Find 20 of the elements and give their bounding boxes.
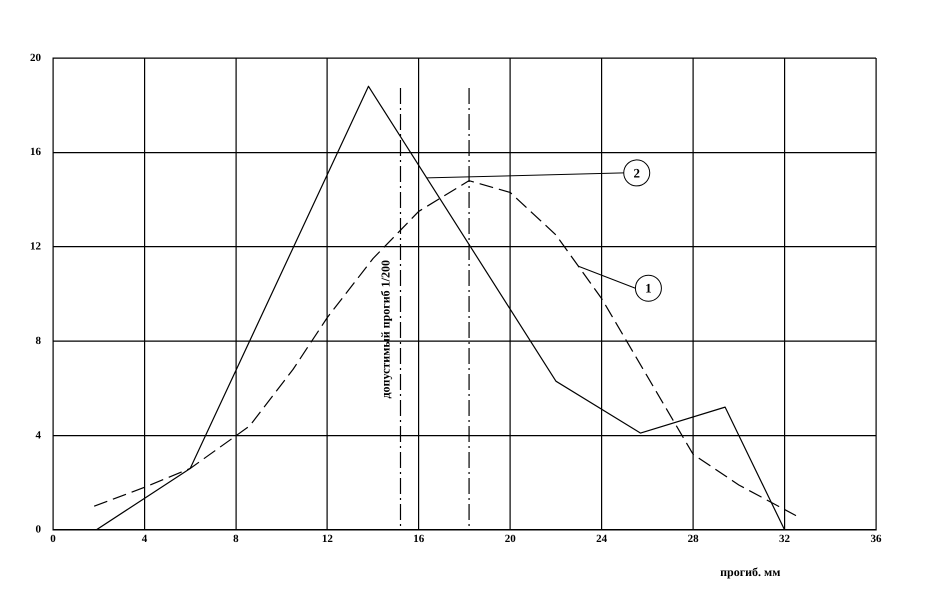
ref-line-label: допустимый прогиб 1/200 xyxy=(378,260,393,399)
y-tick-label: 16 xyxy=(30,146,42,158)
y-tick-label: 0 xyxy=(36,524,42,536)
x-tick-label: 32 xyxy=(779,533,791,546)
x-tick-label: 12 xyxy=(322,533,334,546)
x-tick-label: 20 xyxy=(504,533,516,546)
y-tick-label: 8 xyxy=(36,334,42,347)
x-tick-label: 36 xyxy=(870,533,882,546)
x-axis-title: прогиб. мм xyxy=(720,565,780,580)
text: 1 xyxy=(645,280,652,296)
y-tick-label: 4 xyxy=(36,429,42,442)
x-tick-label: 28 xyxy=(688,533,700,546)
x-tick-label: 8 xyxy=(233,533,240,546)
y-tick-label: 20 xyxy=(30,52,42,64)
x-tick-label: 0 xyxy=(50,533,56,546)
y-tick-label: 12 xyxy=(30,240,42,253)
text: 2 xyxy=(633,165,640,180)
x-tick-label: 4 xyxy=(142,533,148,546)
x-tick-label: 24 xyxy=(596,533,608,546)
x-tick-label: 16 xyxy=(413,533,425,546)
